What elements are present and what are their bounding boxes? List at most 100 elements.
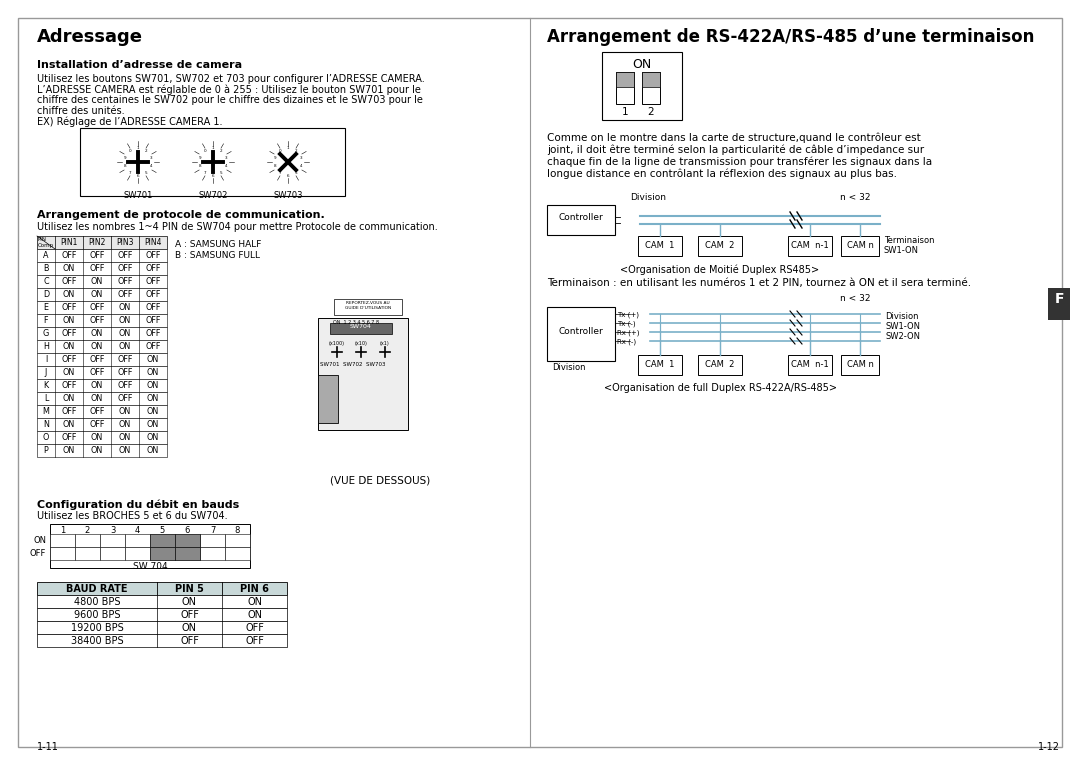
Text: 1-11: 1-11 bbox=[37, 742, 59, 752]
Bar bbox=[37, 288, 167, 301]
Text: ON: ON bbox=[247, 597, 262, 607]
Text: SW702: SW702 bbox=[199, 191, 228, 200]
Text: D: D bbox=[43, 290, 49, 299]
Text: Installation d’adresse de camera: Installation d’adresse de camera bbox=[37, 60, 242, 70]
Bar bbox=[150, 547, 175, 560]
Text: <Organisation de Moitié Duplex RS485>: <Organisation de Moitié Duplex RS485> bbox=[620, 264, 820, 275]
Ellipse shape bbox=[353, 344, 369, 360]
Ellipse shape bbox=[118, 142, 158, 182]
Text: H: H bbox=[43, 342, 49, 351]
Bar bbox=[37, 418, 167, 431]
Text: G: G bbox=[43, 329, 49, 338]
Text: Utilisez les boutons SW701, SW702 et 703 pour configurer l’ADRESSE CAMERA.: Utilisez les boutons SW701, SW702 et 703… bbox=[37, 74, 424, 84]
Bar bbox=[75, 547, 100, 560]
Text: 2: 2 bbox=[145, 148, 148, 153]
Text: OFF: OFF bbox=[146, 316, 161, 325]
Bar bbox=[100, 547, 125, 560]
Text: ON: ON bbox=[63, 394, 76, 403]
Bar bbox=[175, 547, 200, 560]
Bar bbox=[37, 582, 287, 595]
Text: B: B bbox=[43, 264, 49, 273]
Text: 6: 6 bbox=[185, 526, 190, 535]
Text: OFF: OFF bbox=[90, 407, 105, 416]
Text: Rx (-): Rx (-) bbox=[617, 338, 636, 344]
Text: Division: Division bbox=[630, 193, 666, 202]
Bar bbox=[841, 236, 879, 256]
Bar bbox=[37, 444, 167, 457]
Text: 7: 7 bbox=[210, 526, 215, 535]
Bar bbox=[37, 314, 167, 327]
Text: ON: ON bbox=[91, 446, 103, 455]
Text: 5: 5 bbox=[295, 171, 298, 175]
Bar bbox=[175, 534, 200, 547]
Text: 1: 1 bbox=[622, 107, 629, 117]
Text: Division: Division bbox=[885, 312, 918, 321]
Text: OFF: OFF bbox=[90, 368, 105, 377]
Text: chaque fin de la ligne de transmission pour transférer les signaux dans la: chaque fin de la ligne de transmission p… bbox=[546, 156, 932, 167]
Text: J: J bbox=[45, 368, 48, 377]
Text: A: A bbox=[43, 251, 49, 260]
Text: 5: 5 bbox=[160, 526, 165, 535]
Bar bbox=[330, 323, 392, 334]
Text: ON: ON bbox=[119, 342, 131, 351]
Text: ON: ON bbox=[183, 623, 197, 633]
Text: SW701  SW702  SW703: SW701 SW702 SW703 bbox=[320, 362, 386, 367]
Text: OFF: OFF bbox=[62, 433, 77, 442]
Text: ON: ON bbox=[147, 355, 159, 364]
Text: ON: ON bbox=[147, 446, 159, 455]
Text: CAM  2: CAM 2 bbox=[705, 360, 734, 369]
Text: Arrangement de RS-422A/RS-485 d’une terminaison: Arrangement de RS-422A/RS-485 d’une term… bbox=[546, 28, 1035, 46]
Text: 7: 7 bbox=[279, 171, 281, 175]
Text: SW701: SW701 bbox=[123, 191, 152, 200]
Text: ON: ON bbox=[119, 316, 131, 325]
Text: OFF: OFF bbox=[90, 355, 105, 364]
Text: Comme on le montre dans la carte de structure,quand le contrôleur est: Comme on le montre dans la carte de stru… bbox=[546, 132, 921, 142]
Text: CAM  n-1: CAM n-1 bbox=[792, 241, 828, 250]
Text: 8: 8 bbox=[234, 526, 240, 535]
Bar bbox=[37, 340, 167, 353]
Bar bbox=[698, 236, 742, 256]
Text: ON: ON bbox=[183, 597, 197, 607]
Bar bbox=[602, 52, 681, 120]
Text: SW1-ON: SW1-ON bbox=[885, 322, 920, 331]
Text: 9: 9 bbox=[273, 155, 276, 160]
Text: M: M bbox=[42, 407, 50, 416]
Text: joint, il doit être terminé selon la particularité de câble d’impedance sur: joint, il doit être terminé selon la par… bbox=[546, 144, 924, 155]
Text: OFF: OFF bbox=[146, 303, 161, 312]
Bar bbox=[37, 366, 167, 379]
Text: SW2-ON: SW2-ON bbox=[885, 332, 920, 341]
Text: OFF: OFF bbox=[30, 549, 46, 558]
Text: OFF: OFF bbox=[62, 381, 77, 390]
Bar bbox=[150, 534, 175, 547]
Text: CAM  2: CAM 2 bbox=[705, 241, 734, 250]
Text: OFF: OFF bbox=[62, 251, 77, 260]
Bar bbox=[37, 301, 167, 314]
Bar bbox=[175, 547, 200, 560]
Text: 4: 4 bbox=[225, 164, 228, 168]
Bar bbox=[546, 205, 615, 235]
Text: chiffre des centaines le SW702 pour le chiffre des dizaines et le SW703 pour le: chiffre des centaines le SW702 pour le c… bbox=[37, 95, 423, 105]
Text: ON: ON bbox=[91, 394, 103, 403]
Text: BAUD RATE: BAUD RATE bbox=[66, 584, 127, 594]
Bar bbox=[75, 534, 100, 547]
Text: ON: ON bbox=[119, 446, 131, 455]
Text: ON: ON bbox=[147, 420, 159, 429]
Text: N: N bbox=[43, 420, 49, 429]
Bar bbox=[841, 355, 879, 375]
Text: OFF: OFF bbox=[118, 381, 133, 390]
Text: ON: ON bbox=[119, 433, 131, 442]
Text: OFF: OFF bbox=[245, 636, 264, 646]
Text: ON: ON bbox=[147, 407, 159, 416]
Text: 1: 1 bbox=[137, 146, 139, 150]
Text: OFF: OFF bbox=[118, 264, 133, 273]
Text: PIN: PIN bbox=[38, 237, 48, 242]
Text: 9: 9 bbox=[199, 155, 201, 160]
Bar bbox=[200, 534, 225, 547]
Bar bbox=[37, 405, 167, 418]
Text: 3: 3 bbox=[150, 155, 152, 160]
Text: OFF: OFF bbox=[146, 277, 161, 286]
Bar bbox=[37, 392, 167, 405]
Ellipse shape bbox=[377, 344, 393, 360]
Text: ON: ON bbox=[147, 381, 159, 390]
Text: OFF: OFF bbox=[146, 329, 161, 338]
